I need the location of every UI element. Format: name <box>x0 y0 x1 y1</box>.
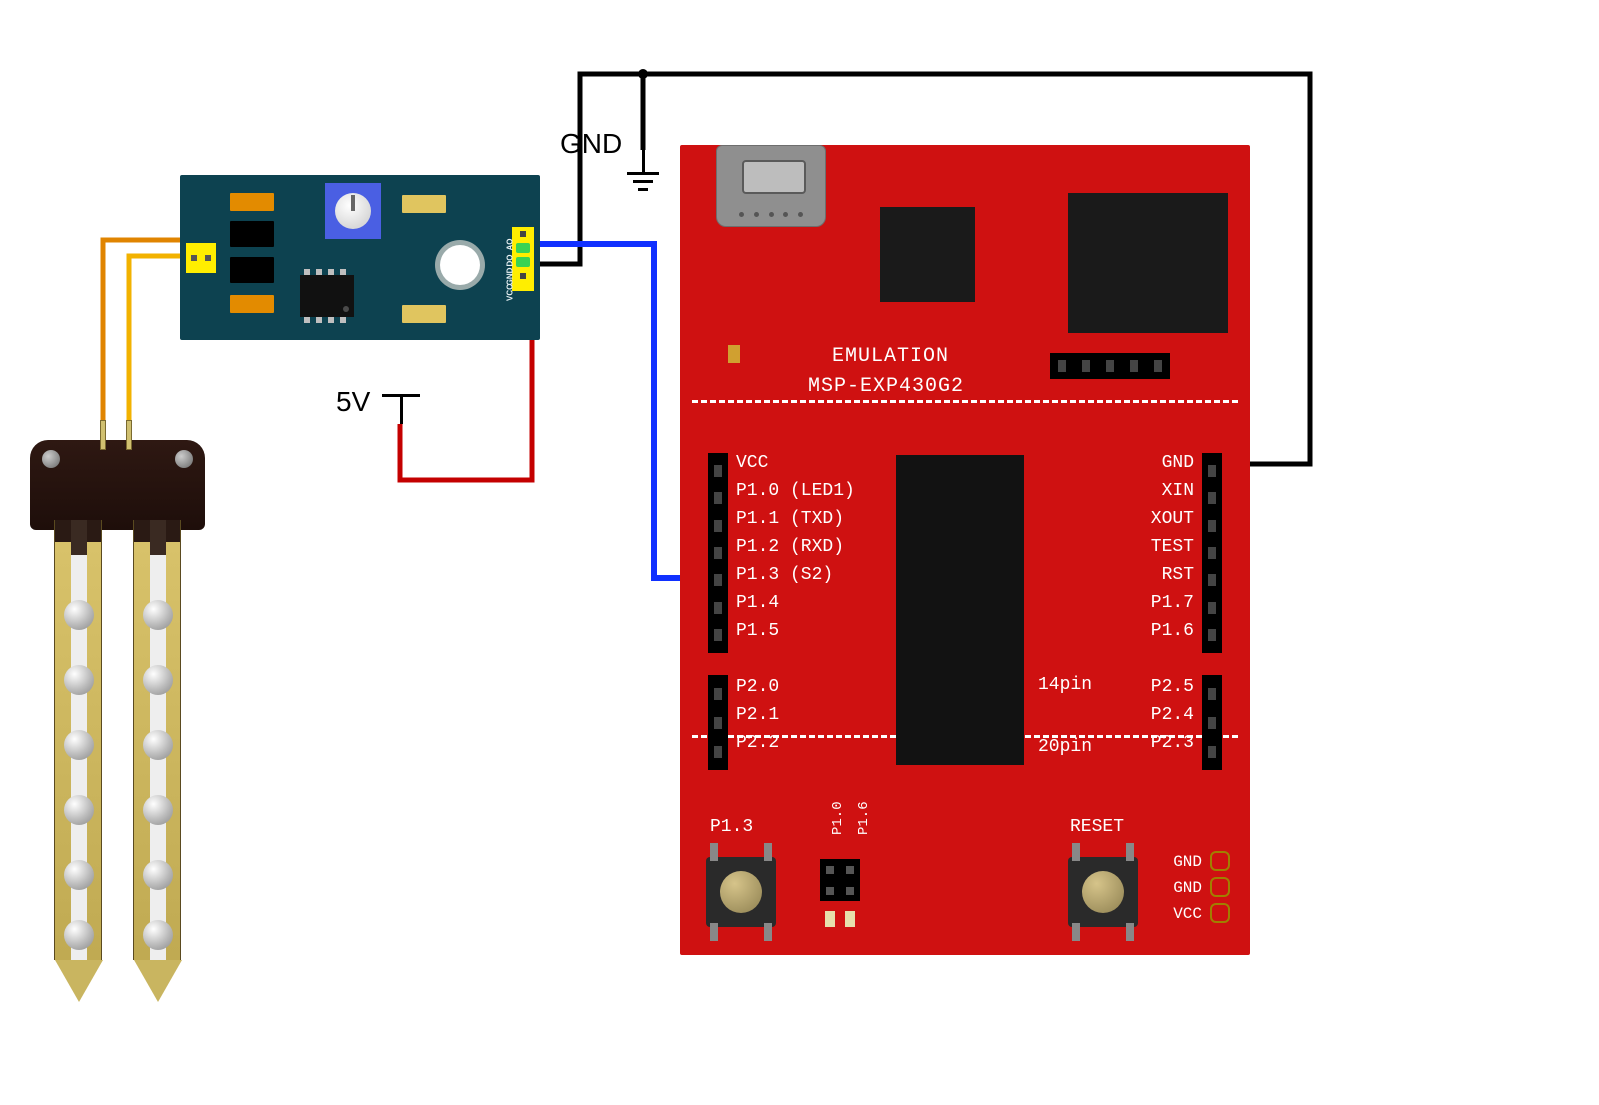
lp-pin-label: P2.1 <box>736 705 779 725</box>
smd <box>230 193 274 211</box>
lp-button-s2 <box>706 857 776 927</box>
lp-pin-label: GND <box>1162 453 1194 473</box>
lp-jumper-leds <box>820 911 860 929</box>
lp-jumper-label: P1.6 <box>856 795 872 835</box>
lp-pin-label: P2.4 <box>1151 705 1194 725</box>
module-right-header <box>512 227 534 291</box>
lp-silkscreen: MSP-EXP430G2 <box>808 375 964 398</box>
lp-silkscreen: EMULATION <box>832 345 949 368</box>
smd <box>402 305 446 323</box>
launchpad-board: EMULATION MSP-EXP430G2 VCC P1.0 (LED1) P… <box>680 145 1250 955</box>
module-pin-label: VCC <box>506 280 515 306</box>
lp-pad-label: GND <box>1173 853 1202 871</box>
lp-pin-label: P2.3 <box>1151 733 1194 753</box>
lp-pin-label: P2.5 <box>1151 677 1194 697</box>
wire-orange <box>103 240 190 424</box>
lp-button-label: RESET <box>1070 817 1124 837</box>
mounting-hole <box>440 245 480 285</box>
lp-dashline <box>692 400 1238 403</box>
lp-chip <box>880 207 975 302</box>
comparator-ic <box>300 275 354 317</box>
lp-button-reset <box>1068 857 1138 927</box>
gnd-symbol <box>623 150 663 202</box>
lp-pin-label: VCC <box>736 453 768 473</box>
lp-pin-count-label: 14pin <box>1038 675 1092 695</box>
gnd-label: GND <box>560 128 622 160</box>
lp-header-left-bot <box>708 675 728 770</box>
lp-pad <box>1210 877 1230 897</box>
lp-pin-label: P1.2 (RXD) <box>736 537 844 557</box>
module-led <box>516 257 530 267</box>
five-v-label: 5V <box>336 386 370 418</box>
lp-header-left-top <box>708 453 728 653</box>
lp-jumper-label: P1.0 <box>830 795 846 835</box>
probe-head <box>30 440 205 530</box>
lp-header-right-top <box>1202 453 1222 653</box>
lp-pin-label: P2.0 <box>736 677 779 697</box>
lp-pin-label: P1.7 <box>1151 593 1194 613</box>
lp-pin-label: XIN <box>1162 481 1194 501</box>
lp-pin-label: P1.1 (TXD) <box>736 509 844 529</box>
lp-chip <box>1068 193 1228 333</box>
smd <box>230 257 274 283</box>
lp-mcu-chip <box>896 455 1024 765</box>
lp-pin-label: TEST <box>1151 537 1194 557</box>
lp-pin-label: P1.3 (S2) <box>736 565 833 585</box>
lp-pin-label: P1.0 (LED1) <box>736 481 855 501</box>
lp-pin-count-label: 20pin <box>1038 737 1092 757</box>
smd <box>728 345 740 363</box>
lp-pad-label: VCC <box>1173 905 1202 923</box>
potentiometer <box>325 183 381 239</box>
probe-prong <box>133 520 181 960</box>
lp-pin-label: P1.4 <box>736 593 779 613</box>
smd <box>230 221 274 247</box>
smd <box>230 295 274 313</box>
usb-port <box>716 145 826 227</box>
lp-pin-label: XOUT <box>1151 509 1194 529</box>
lp-header-right-bot <box>1202 675 1222 770</box>
sensor-module: AO DO GND VCC <box>180 175 540 340</box>
diagram-stage: GND 5V <box>0 0 1599 1105</box>
probe-prong <box>54 520 102 960</box>
lp-pin-label: RST <box>1162 565 1194 585</box>
lp-header-5pin <box>1050 353 1170 379</box>
lp-pin-label: P2.2 <box>736 733 779 753</box>
lp-jumper-block <box>820 859 860 901</box>
lp-pin-label: P1.6 <box>1151 621 1194 641</box>
smd <box>402 195 446 213</box>
lp-pin-label: P1.5 <box>736 621 779 641</box>
lp-button-label: P1.3 <box>710 817 753 837</box>
five-v-symbol <box>382 394 420 424</box>
module-left-header <box>186 243 216 273</box>
module-led <box>516 243 530 253</box>
lp-pad <box>1210 851 1230 871</box>
lp-pad <box>1210 903 1230 923</box>
lp-pad-label: GND <box>1173 879 1202 897</box>
soil-probe <box>30 440 205 1020</box>
